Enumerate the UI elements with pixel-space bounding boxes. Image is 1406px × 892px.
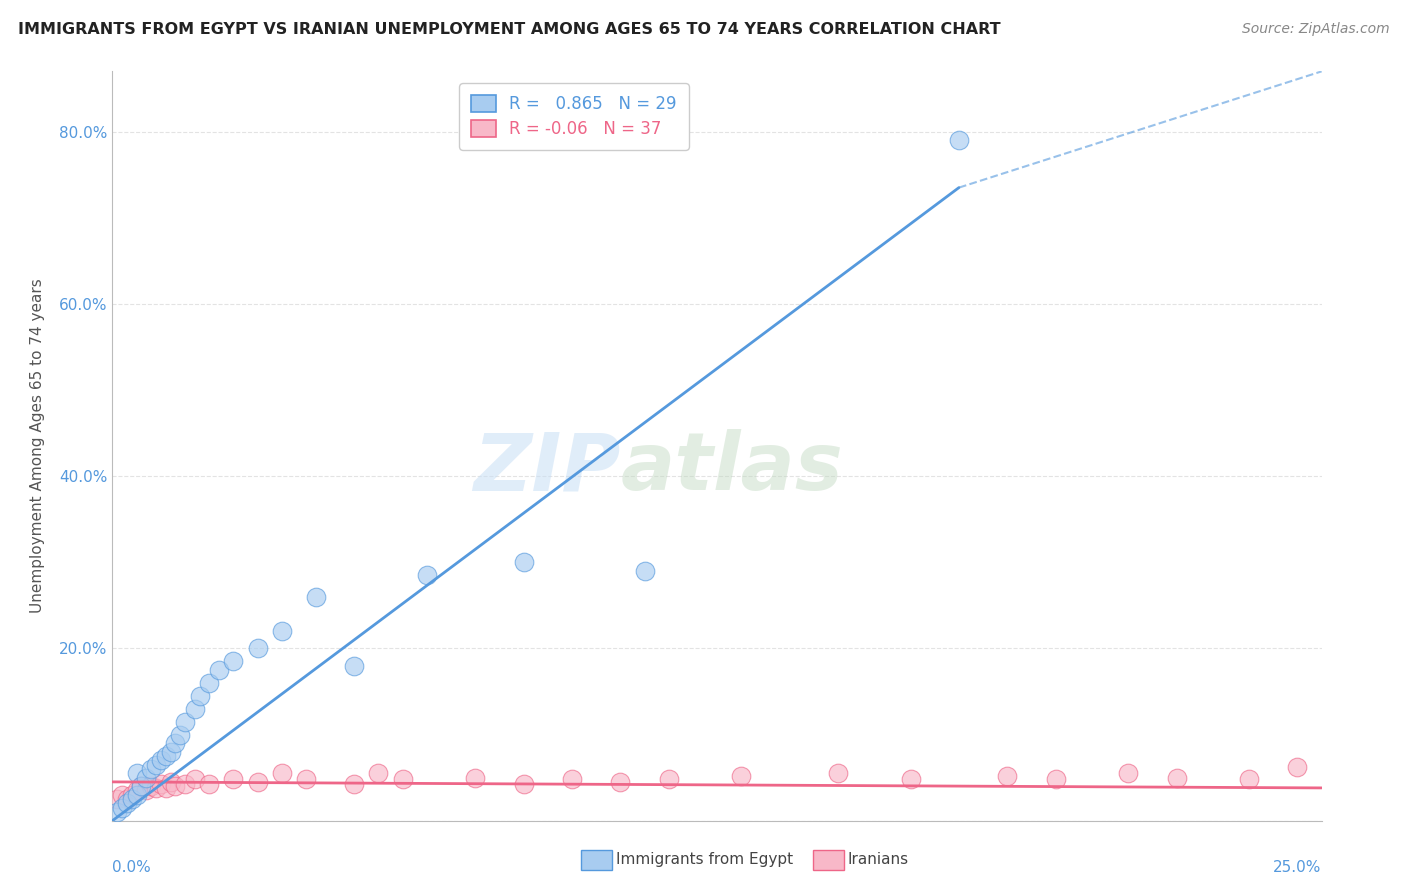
Point	[111, 801, 134, 815]
Point	[1166, 771, 1188, 785]
Point	[131, 779, 153, 793]
Point	[125, 788, 148, 802]
Point	[367, 766, 389, 780]
Point	[198, 777, 221, 791]
Point	[135, 771, 157, 785]
Point	[159, 775, 181, 789]
Point	[730, 769, 752, 783]
Point	[111, 788, 134, 802]
Point	[295, 772, 318, 787]
Point	[135, 783, 157, 797]
Point	[121, 792, 143, 806]
Point	[343, 777, 366, 791]
Text: ZIP: ZIP	[472, 429, 620, 508]
Point	[609, 775, 631, 789]
Text: 25.0%: 25.0%	[1274, 860, 1322, 874]
Point	[105, 805, 128, 819]
Point	[165, 779, 187, 793]
Point	[159, 745, 181, 759]
Point	[1116, 766, 1139, 780]
Point	[174, 714, 197, 729]
Point	[948, 133, 970, 147]
Point	[270, 624, 292, 639]
Point	[512, 555, 534, 569]
Point	[827, 766, 849, 780]
Text: IMMIGRANTS FROM EGYPT VS IRANIAN UNEMPLOYMENT AMONG AGES 65 TO 74 YEARS CORRELAT: IMMIGRANTS FROM EGYPT VS IRANIAN UNEMPLO…	[18, 22, 1001, 37]
Text: Iranians: Iranians	[848, 853, 908, 867]
Point	[1045, 772, 1067, 787]
Point	[183, 701, 205, 715]
Text: Immigrants from Egypt: Immigrants from Egypt	[616, 853, 793, 867]
Text: 0.0%: 0.0%	[112, 860, 152, 874]
Point	[131, 779, 153, 793]
Point	[208, 663, 231, 677]
Point	[155, 780, 177, 795]
Point	[145, 757, 167, 772]
Point	[149, 777, 172, 791]
Point	[391, 772, 413, 787]
Y-axis label: Unemployment Among Ages 65 to 74 years: Unemployment Among Ages 65 to 74 years	[31, 278, 45, 614]
Point	[633, 564, 655, 578]
Legend: R =   0.865   N = 29, R = -0.06   N = 37: R = 0.865 N = 29, R = -0.06 N = 37	[460, 84, 689, 150]
Point	[900, 772, 922, 787]
Point	[125, 783, 148, 797]
Point	[165, 736, 187, 750]
Point	[183, 772, 205, 787]
Text: Source: ZipAtlas.com: Source: ZipAtlas.com	[1241, 22, 1389, 37]
Point	[188, 689, 211, 703]
Point	[416, 568, 439, 582]
Point	[174, 777, 197, 791]
Point	[222, 772, 245, 787]
Point	[115, 792, 138, 806]
Point	[343, 658, 366, 673]
Point	[658, 772, 681, 787]
Point	[222, 654, 245, 668]
Point	[198, 676, 221, 690]
Text: atlas: atlas	[620, 429, 844, 508]
Point	[246, 775, 269, 789]
Point	[105, 792, 128, 806]
Point	[304, 590, 326, 604]
Point	[1237, 772, 1260, 787]
Point	[246, 641, 269, 656]
Point	[141, 779, 163, 793]
Point	[464, 771, 486, 785]
Point	[995, 769, 1018, 783]
Point	[169, 727, 191, 741]
Point	[561, 772, 583, 787]
Point	[125, 766, 148, 780]
Point	[270, 766, 292, 780]
Point	[1286, 760, 1309, 774]
Point	[512, 777, 534, 791]
Point	[145, 780, 167, 795]
Point	[149, 753, 172, 767]
Point	[141, 762, 163, 776]
Point	[155, 749, 177, 764]
Point	[115, 797, 138, 811]
Point	[121, 788, 143, 802]
